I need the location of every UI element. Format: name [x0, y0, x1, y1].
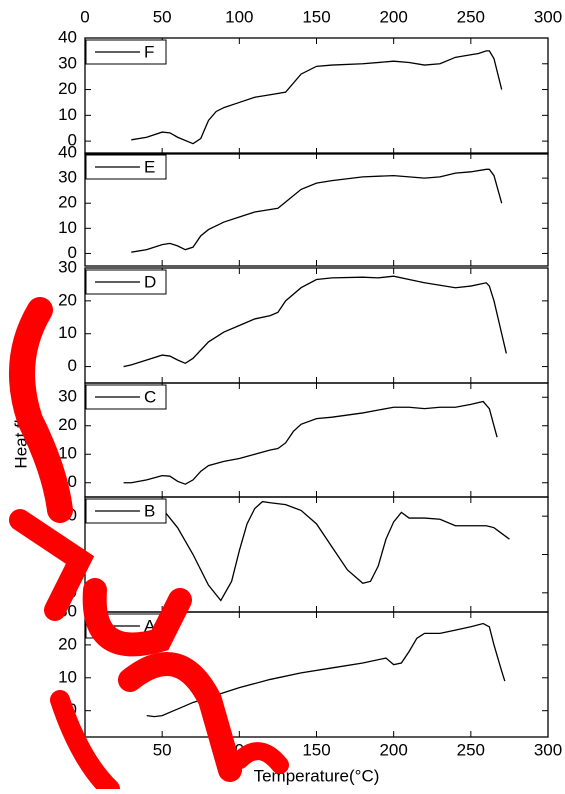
curve	[123, 275, 507, 368]
red-mark	[118, 652, 242, 782]
y-tick-label: 30	[58, 53, 77, 72]
y-tick-label: 10	[58, 105, 77, 124]
x-tick-label-top: 50	[153, 7, 172, 26]
x-tick-label: 50	[153, 740, 172, 759]
y-tick-label: 30	[58, 257, 77, 276]
red-mark	[231, 742, 289, 774]
x-tick-label: 200	[379, 740, 407, 759]
y-tick-label: 0	[68, 472, 77, 491]
x-tick-label-top: 100	[225, 7, 253, 26]
x-tick-label: 300	[534, 740, 562, 759]
x-tick-label-top: 300	[534, 7, 562, 26]
y-tick-label: 0	[68, 356, 77, 375]
curve	[131, 50, 503, 145]
red-mark	[9, 297, 73, 523]
x-tick-label: 250	[457, 740, 485, 759]
x-tick-label-top: 250	[457, 7, 485, 26]
y-tick-label: 0	[68, 243, 77, 262]
curve	[131, 168, 503, 253]
x-tick-label: 150	[302, 740, 330, 759]
y-tick-label: 40	[58, 27, 77, 46]
x-tick-label-top: 150	[302, 7, 330, 26]
x-tick-label-top: 200	[379, 7, 407, 26]
legend-label: F	[144, 42, 154, 61]
legend-label: E	[144, 157, 155, 176]
y-tick-label: 30	[58, 387, 77, 406]
y-tick-label: 40	[58, 142, 77, 161]
y-tick-label: 10	[58, 323, 77, 342]
legend-label: B	[144, 501, 155, 520]
y-tick-label: 20	[58, 79, 77, 98]
y-tick-label: 20	[58, 193, 77, 212]
red-mark	[82, 578, 192, 657]
y-tick-label: 10	[58, 444, 77, 463]
red-mark	[9, 509, 95, 621]
overlay	[9, 297, 289, 794]
y-tick-label: 20	[58, 290, 77, 309]
y-tick-label: 30	[58, 168, 77, 187]
curve	[146, 622, 506, 718]
y-tick-label: 20	[58, 415, 77, 434]
y-tick-label: 20	[58, 634, 77, 653]
red-mark	[50, 690, 120, 794]
y-tick-label: 0	[68, 506, 77, 525]
legend-label: D	[144, 272, 156, 291]
y-tick-label: 10	[58, 667, 77, 686]
y-tick-label: 10	[58, 218, 77, 237]
curve	[146, 500, 510, 602]
legend-label: C	[144, 387, 156, 406]
x-tick-label-top: 0	[80, 7, 89, 26]
curve	[123, 400, 498, 485]
y-tick-label: 0	[68, 131, 77, 150]
